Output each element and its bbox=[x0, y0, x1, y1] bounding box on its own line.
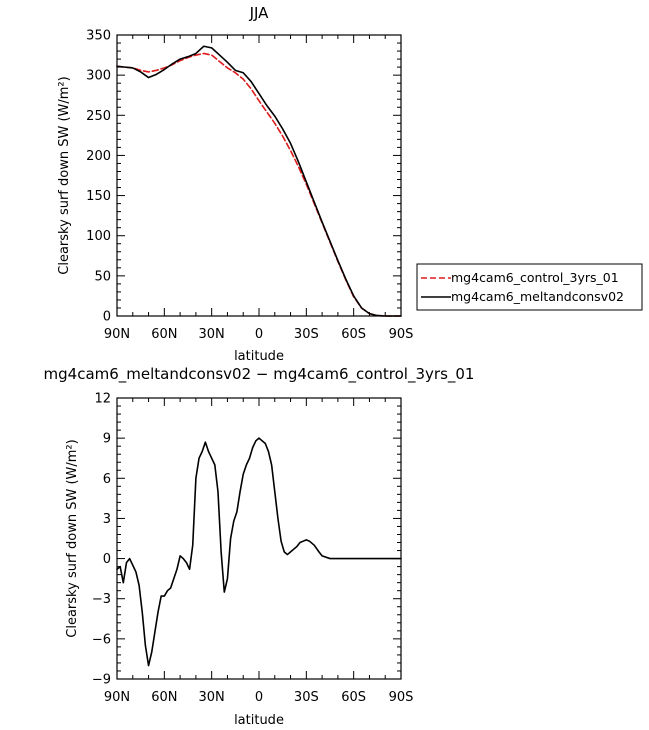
chart1-xtick-label: 60N bbox=[151, 327, 177, 342]
chart1-xtick-label: 0 bbox=[255, 327, 263, 342]
chart1-ytick-label: 50 bbox=[94, 269, 111, 284]
chart2-frame bbox=[116, 397, 402, 680]
chart2-ytick-label: 6 bbox=[103, 472, 111, 487]
chart1-xlabel: latitude bbox=[234, 349, 284, 364]
chart1-plot-area: 0 50 100 150 200 250 300 350 90N 60N 30N 0 30S 60S 90S bbox=[86, 29, 413, 343]
chart2-ytick-label: 3 bbox=[103, 512, 111, 527]
legend-label-control: mg4cam6_control_3yrs_01 bbox=[451, 270, 619, 285]
legend-box bbox=[416, 263, 643, 311]
chart2-plot-area: −9 −6 −3 0 3 6 9 12 90N 60N 30N 0 30S 60S 90S bbox=[92, 392, 414, 706]
chart1-ytick-label: 250 bbox=[86, 109, 111, 124]
chart1-ytick-label: 150 bbox=[86, 189, 111, 204]
chart1-series-line-2 bbox=[116, 45, 402, 317]
chart1-ytick-label: 0 bbox=[103, 310, 111, 325]
chart2-xtick-label: 60S bbox=[341, 690, 366, 705]
legend-label-meltandconsv: mg4cam6_meltandconsv02 bbox=[451, 289, 624, 304]
chart2-ytick-label: 9 bbox=[103, 432, 111, 447]
chart1-xtick-label: 30N bbox=[199, 327, 225, 342]
chart2-xtick-label: 0 bbox=[255, 690, 263, 705]
chart2-xtick-label: 30N bbox=[199, 690, 225, 705]
chart2-xlabel: latitude bbox=[234, 713, 284, 728]
chart2-xtick-label: 90S bbox=[389, 690, 414, 705]
chart2-xtick-label: 60N bbox=[151, 690, 177, 705]
chart2-xtick-label: 90N bbox=[104, 690, 130, 705]
chart1-xtick-label: 30S bbox=[294, 327, 319, 342]
chart1-frame bbox=[116, 34, 402, 317]
chart2-series-line-1 bbox=[116, 437, 402, 667]
chart1-ytick-label: 100 bbox=[86, 229, 111, 244]
chart2-xtick-label: 30S bbox=[294, 690, 319, 705]
chart1-ytick-label: 300 bbox=[86, 69, 111, 84]
chart1-legend: mg4cam6_control_3yrs_01 mg4cam6_meltandc… bbox=[416, 263, 643, 311]
chart1-ytick-label: 200 bbox=[86, 149, 111, 164]
chart2-ytick-label: 12 bbox=[94, 392, 111, 407]
chart1-ylabel: Clearsky surf down SW (W/m²) bbox=[57, 76, 72, 274]
chart2-ytick-label: −6 bbox=[92, 632, 111, 647]
chart2-ylabel: Clearsky surf down SW (W/m²) bbox=[65, 439, 80, 637]
chart1-xtick-label: 90S bbox=[389, 327, 414, 342]
chart2-ytick-label: −9 bbox=[92, 673, 111, 688]
chart1-ytick-label: 350 bbox=[86, 29, 111, 44]
chart2-title: mg4cam6_meltandconsv02 − mg4cam6_control… bbox=[44, 365, 475, 384]
chart1-xtick-label: 90N bbox=[104, 327, 130, 342]
chart1-title: JJA bbox=[249, 4, 270, 22]
chart1-xtick-label: 60S bbox=[341, 327, 366, 342]
chart2-ytick-label: 0 bbox=[103, 552, 111, 567]
chart2-ytick-label: −3 bbox=[92, 592, 111, 607]
